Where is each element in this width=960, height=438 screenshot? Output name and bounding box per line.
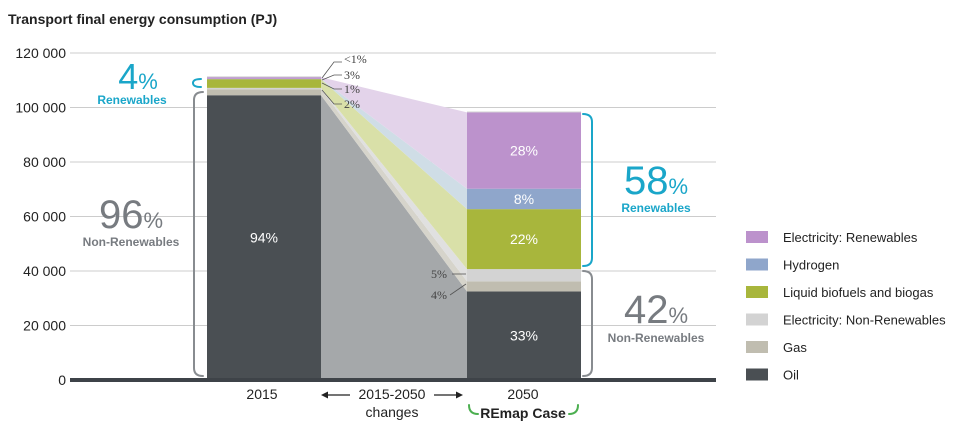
annotation-left-nonrenewables: 96% Non-Renewables [83, 193, 180, 249]
bar-top-edge [467, 111, 581, 113]
small-label-2015-elec-non: 1% [344, 82, 360, 96]
small-label-2015-gas: 2% [344, 97, 360, 111]
annotation-right-renewables: 58% Renewables [621, 159, 691, 215]
percent-sign: % [138, 69, 158, 94]
bar-2015-oil [207, 95, 321, 381]
leader-lines-2015 [321, 61, 342, 105]
svg-text:42%: 42% [624, 288, 688, 332]
flow-oil [321, 95, 467, 381]
leader-line [321, 61, 342, 79]
small-label-2050-elec-non: 5% [431, 267, 447, 281]
flow-electricity-renewables [321, 77, 467, 189]
legend-swatch [746, 286, 768, 298]
bar-2050-liquid-biofuels-and-biogas [467, 209, 581, 270]
y-tick-label: 20 000 [23, 318, 66, 334]
left-renewables-caption: Renewables [97, 93, 167, 107]
bar-2015-liquid-biofuels-and-biogas [207, 79, 321, 88]
svg-text:4%: 4% [118, 56, 158, 97]
bar-2050-hydrogen [467, 188, 581, 210]
x-label-changes-line2: changes [366, 404, 419, 420]
y-tick-label: 40 000 [23, 263, 66, 279]
x-label-changes: 2015-2050 [359, 386, 426, 402]
legend-swatch [746, 231, 768, 243]
y-axis-ticks: 0 20 000 40 000 60 000 80 000 100 000 120 000 [15, 45, 66, 388]
percent-sign: % [668, 303, 688, 328]
flow-liquid-biofuels-and-biogas [321, 79, 467, 270]
legend-label: Gas [783, 340, 807, 355]
bar-2015-gas [207, 89, 321, 96]
bracket-2015-renewables [191, 78, 202, 88]
y-tick-label: 80 000 [23, 154, 66, 170]
x-label-2050: 2050 [507, 386, 538, 402]
legend-swatch [746, 341, 768, 353]
legend-swatch [746, 368, 768, 381]
bar-label-2050-biofuels: 22% [510, 231, 538, 247]
bracket-2015-nonrenewables [193, 91, 204, 377]
bar-label-2015-oil: 94% [250, 230, 278, 246]
bars [207, 76, 581, 381]
leader-lines-2050 [449, 273, 467, 296]
y-tick-label: 120 000 [15, 45, 66, 61]
leader-line [449, 283, 467, 296]
flow-hydrogen [321, 78, 467, 210]
leader-line [321, 89, 342, 105]
bar-label-2050-oil: 33% [510, 328, 538, 344]
change-flows [321, 77, 467, 381]
remap-bracket-right [568, 404, 579, 415]
legend-label: Liquid biofuels and biogas [783, 285, 934, 300]
flow-electricity-non-renewables [321, 87, 467, 282]
bar-top-edge [207, 76, 321, 78]
x-axis-baseline [70, 378, 716, 382]
right-nonrenewables-value: 42 [624, 288, 669, 332]
y-tick-label: 0 [58, 372, 66, 388]
x-label-2015: 2015 [246, 386, 277, 402]
arrow-right-head [456, 391, 463, 399]
right-renewables-value: 58 [624, 159, 669, 203]
left-renewables-value: 4 [118, 56, 138, 97]
legend-swatch [746, 313, 768, 326]
legend-label: Electricity: Non-Renewables [783, 313, 946, 328]
bar-2015-electricity-renewables [207, 77, 321, 79]
legend-label: Oil [783, 368, 799, 383]
bar-2050-electricity-non-renewables [467, 269, 581, 282]
y-tick-label: 100 000 [15, 100, 66, 116]
annotation-left-renewables: 4% Renewables [97, 56, 167, 107]
y-tick-label: 60 000 [23, 209, 66, 225]
leader-line [321, 82, 342, 90]
leader-line [321, 74, 342, 81]
bar-2050-gas [467, 281, 581, 292]
svg-text:96%: 96% [99, 193, 163, 237]
bracket-2050-renewables [582, 113, 593, 267]
flow-gas [321, 89, 467, 292]
bar-2050-oil [467, 291, 581, 380]
legend-label: Electricity: Renewables [783, 230, 918, 245]
legend-swatch [746, 258, 768, 271]
x-label-remap-case: REmap Case [480, 405, 566, 421]
percent-sign: % [668, 174, 688, 199]
right-nonrenewables-caption: Non-Renewables [608, 331, 705, 345]
arrow-left-head [321, 391, 328, 399]
bar-label-2050-hydrogen: 8% [514, 191, 534, 207]
legend-label: Hydrogen [783, 258, 839, 273]
small-label-2015-biofuels: 3% [344, 68, 360, 82]
chart-title: Transport final energy consumption (PJ) [8, 11, 277, 27]
legend: Electricity: Renewables Hydrogen Liquid bi… [746, 230, 946, 383]
left-nonrenewables-value: 96 [99, 193, 144, 237]
bar-2050-electricity-renewables [467, 112, 581, 189]
small-label-2015-h2: <1% [344, 52, 367, 66]
small-label-2050-gas: 4% [431, 288, 447, 302]
annotation-right-nonrenewables: 42% Non-Renewables [608, 288, 705, 345]
percent-sign: % [143, 208, 163, 233]
changes-arrows [321, 391, 463, 399]
remap-bracket-left [468, 404, 479, 415]
left-nonrenewables-caption: Non-Renewables [83, 235, 180, 249]
bracket-2050-nonrenewables [582, 270, 593, 377]
right-renewables-caption: Renewables [621, 201, 691, 215]
brackets [191, 78, 593, 415]
svg-text:58%: 58% [624, 159, 688, 203]
bar-2015-electricity-non-renewables [207, 87, 321, 90]
bar-label-2050-electricity-renewables: 28% [510, 143, 538, 159]
